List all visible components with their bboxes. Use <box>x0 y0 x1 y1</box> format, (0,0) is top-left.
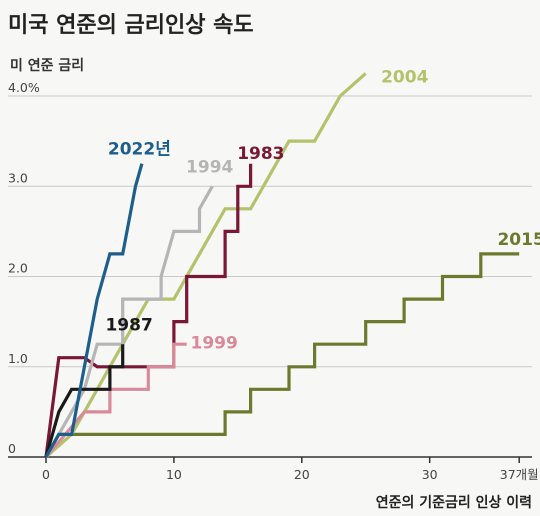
series-label-5: 1987 <box>105 316 152 336</box>
y-tick-label: 0 <box>8 441 16 456</box>
x-tick-labels: 0 10 20 30 37개월 <box>42 457 539 482</box>
series-label-1: 2015 <box>497 230 540 250</box>
series-line-2 <box>44 163 253 458</box>
series-label-0: 2004 <box>381 67 428 87</box>
series-line-4 <box>44 185 214 458</box>
series-label-2: 1983 <box>237 144 284 164</box>
series-label-4: 2022년 <box>108 140 171 160</box>
x-axis-label: 연준의 기준금리 인상 이력 <box>376 494 532 511</box>
series-line-5 <box>44 344 125 458</box>
y-tick-label: 3.0 <box>8 170 28 185</box>
series-lines <box>44 72 520 459</box>
y-tick-label: 2.0 <box>8 261 28 276</box>
y-axis-label: 미 연준 금리 <box>10 58 84 74</box>
series-label-3: 1994 <box>186 158 233 178</box>
x-tick-label: 30 <box>422 467 438 482</box>
series-line-0 <box>44 252 520 458</box>
series-line-6 <box>44 163 144 458</box>
y-tick-label: 4.0% <box>8 80 40 95</box>
gridlines <box>8 95 532 368</box>
series-line-1 <box>44 72 367 459</box>
y-tick-label: 1.0 <box>8 351 28 366</box>
series-label-6: 1999 <box>191 334 238 354</box>
x-tick-label: 0 <box>42 467 50 482</box>
chart-title: 미국 연준의 금리인상 속도 <box>8 13 254 38</box>
y-tick-labels: 0 1.0 2.0 3.0 4.0% <box>8 80 40 456</box>
series-line-3 <box>44 342 187 459</box>
x-tick-label: 37개월 <box>500 467 539 482</box>
x-tick-label: 20 <box>294 467 310 482</box>
x-tick-label: 10 <box>166 467 182 482</box>
